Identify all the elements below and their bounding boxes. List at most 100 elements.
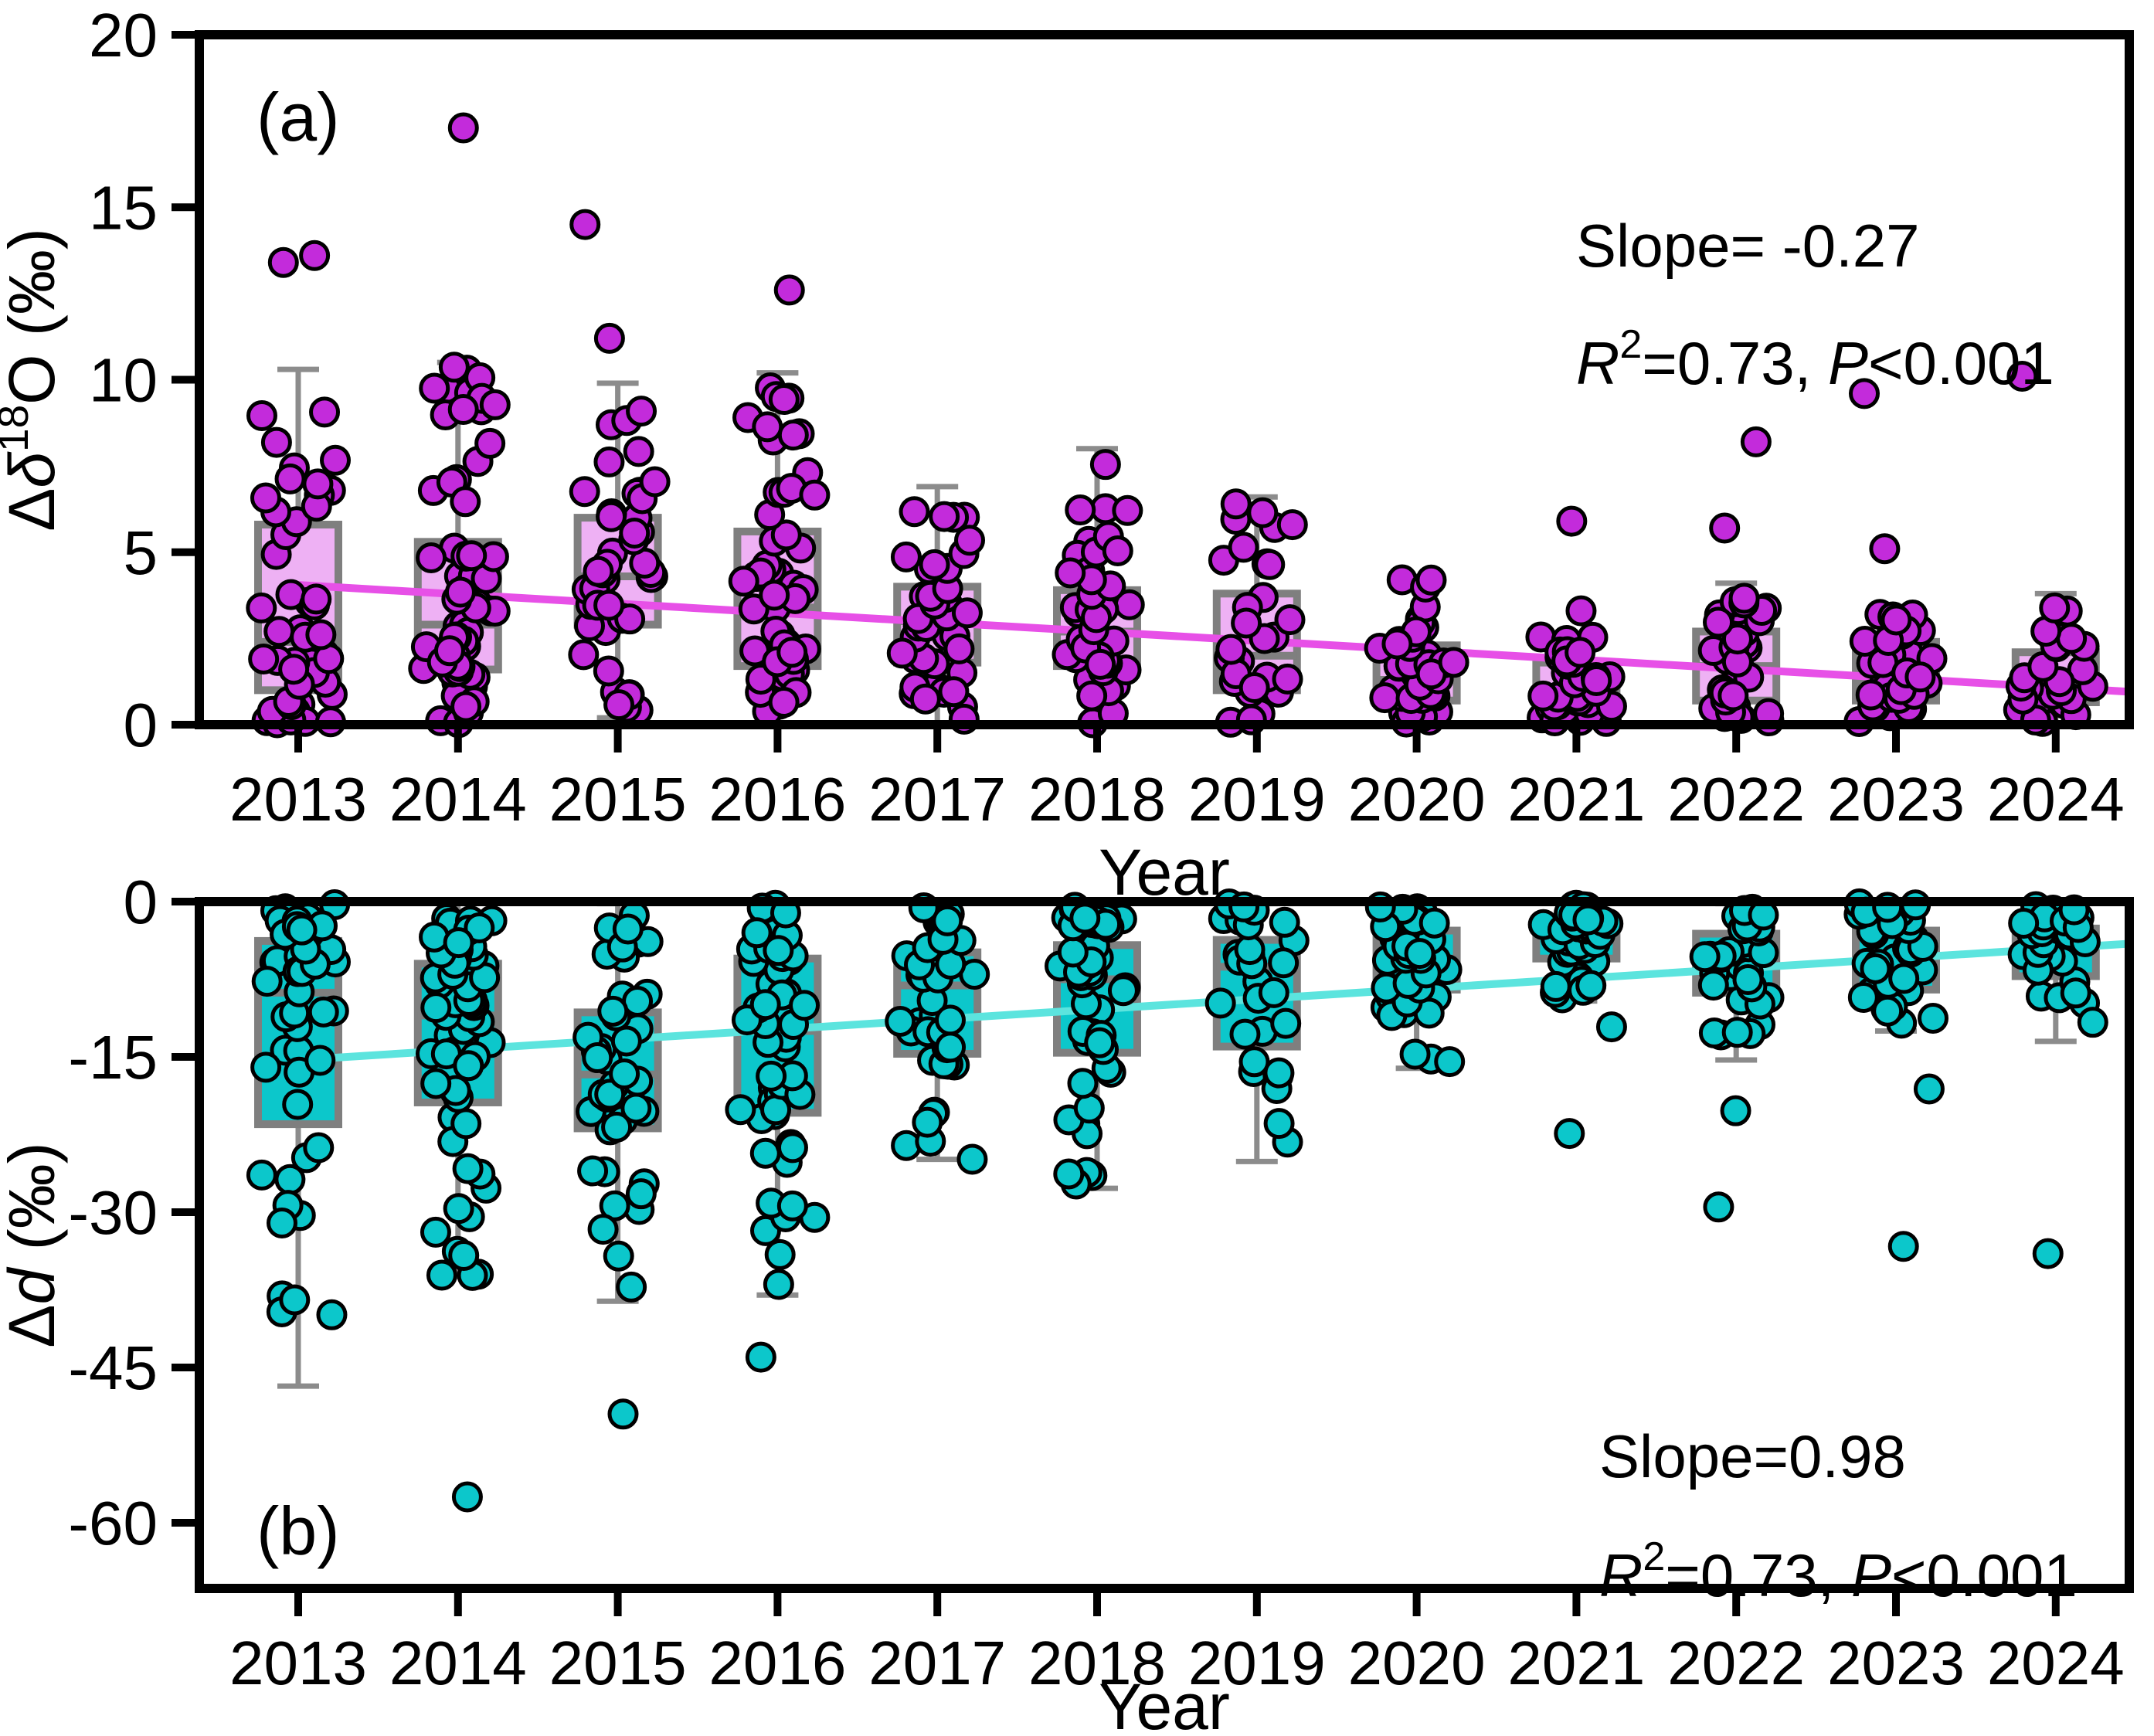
data-point — [450, 691, 482, 722]
data-point — [597, 995, 629, 1027]
data-point — [728, 566, 759, 597]
data-point — [250, 1051, 282, 1083]
data-point — [274, 463, 306, 494]
data-point — [456, 540, 488, 572]
data-point — [1887, 1231, 1919, 1262]
data-point — [749, 989, 781, 1021]
data-point — [749, 1137, 781, 1169]
x-tick-label: 2023 — [1827, 765, 1965, 834]
data-point — [1065, 494, 1096, 526]
x-tick-label: 2014 — [389, 765, 527, 834]
data-point — [282, 1089, 314, 1120]
data-point — [2060, 977, 2091, 1009]
data-point — [929, 501, 960, 532]
data-point — [577, 1155, 609, 1187]
data-point — [1872, 995, 1904, 1027]
data-point — [1717, 680, 1749, 712]
data-point — [569, 209, 601, 240]
y-title-rest: O (‰) — [0, 228, 68, 405]
data-point — [1913, 1073, 1945, 1105]
data-point — [1581, 665, 1612, 697]
data-point — [1215, 634, 1247, 665]
data-point — [594, 1079, 626, 1110]
data-point — [304, 1045, 336, 1076]
data-point — [768, 687, 800, 719]
data-point — [246, 1159, 277, 1191]
data-point — [1274, 604, 1306, 636]
p-value: <0.001 — [1868, 329, 2054, 397]
data-point — [320, 444, 351, 476]
data-point — [789, 990, 820, 1021]
data-point — [776, 1132, 808, 1164]
data-point — [451, 1481, 483, 1513]
data-point — [569, 476, 600, 508]
data-point — [899, 496, 930, 528]
data-point — [1556, 505, 1588, 537]
data-point — [1554, 1118, 1585, 1150]
data-point — [935, 1031, 967, 1063]
x-tick-label: 2019 — [1188, 1629, 1326, 1697]
data-point — [1076, 680, 1108, 712]
data-point — [1269, 906, 1300, 938]
x-tick-label: 2024 — [1987, 1629, 2125, 1697]
data-point — [1229, 1018, 1261, 1050]
x-tick-label: 2016 — [708, 1629, 846, 1697]
data-point — [1855, 679, 1887, 711]
data-point — [1276, 509, 1308, 541]
data-point — [453, 1050, 484, 1082]
x-tick-label: 2018 — [1028, 1629, 1166, 1697]
data-point — [890, 541, 922, 572]
data-point — [639, 466, 671, 498]
y-tick-label: 15 — [89, 173, 158, 242]
x-tick-label: 2018 — [1028, 765, 1166, 834]
data-point — [1112, 494, 1143, 526]
data-point — [416, 542, 447, 574]
data-point — [773, 274, 805, 306]
data-point — [1073, 1092, 1105, 1124]
data-point — [1703, 606, 1734, 638]
data-point — [1085, 648, 1116, 680]
data-point — [448, 1240, 480, 1272]
data-point — [596, 501, 627, 532]
data-point — [1918, 1002, 1948, 1034]
x-tick-label: 2015 — [549, 1629, 687, 1697]
data-point — [447, 394, 479, 426]
x-tick-label: 2013 — [229, 1629, 367, 1697]
data-point — [951, 597, 983, 629]
x-tick-label: 2017 — [868, 765, 1006, 834]
x-tick-label: 2017 — [868, 1629, 1006, 1697]
x-tick-label: 2014 — [389, 1629, 527, 1697]
data-point — [1565, 637, 1596, 668]
data-point — [625, 1178, 657, 1210]
data-point — [479, 389, 511, 420]
data-point — [307, 996, 339, 1028]
data-point — [919, 549, 950, 580]
data-point — [623, 436, 654, 467]
x-tick-label: 2024 — [1987, 765, 2125, 834]
data-point — [251, 966, 283, 997]
data-point — [956, 1143, 988, 1175]
data-point — [909, 683, 941, 715]
data-point — [1418, 907, 1450, 939]
data-point — [582, 1042, 613, 1074]
stats-annotation: R2=0.73, P<0.001 — [1599, 1534, 2078, 1609]
x-tick-label: 2023 — [1827, 1629, 1965, 1697]
data-point — [583, 555, 614, 587]
r-symbol: R — [1576, 329, 1619, 397]
data-point — [1572, 904, 1604, 936]
data-point — [1869, 533, 1901, 565]
data-point — [1057, 936, 1089, 968]
data-point — [1102, 535, 1133, 567]
x-tick-label: 2022 — [1667, 765, 1805, 834]
data-point — [619, 518, 651, 549]
scatter-points — [246, 112, 2108, 739]
x-tick-label: 2015 — [549, 765, 687, 834]
data-point — [250, 482, 281, 514]
r-value: =0.73, — [1642, 329, 1828, 397]
data-point — [2056, 623, 2088, 654]
data-point — [443, 927, 474, 959]
data-point — [248, 643, 280, 674]
data-point — [1881, 604, 1912, 636]
data-point — [610, 1025, 642, 1057]
y-axis-title: Δδ18O (‰) — [0, 228, 68, 532]
